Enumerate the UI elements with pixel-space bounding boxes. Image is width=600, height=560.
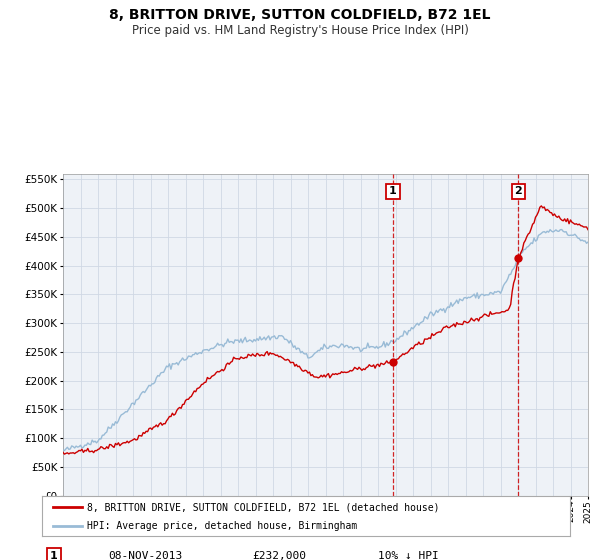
Text: £232,000: £232,000 xyxy=(252,551,306,560)
Text: 8, BRITTON DRIVE, SUTTON COLDFIELD, B72 1EL: 8, BRITTON DRIVE, SUTTON COLDFIELD, B72 … xyxy=(109,8,491,22)
Text: 8, BRITTON DRIVE, SUTTON COLDFIELD, B72 1EL (detached house): 8, BRITTON DRIVE, SUTTON COLDFIELD, B72 … xyxy=(87,502,439,512)
Text: 1: 1 xyxy=(389,186,397,197)
Text: 08-NOV-2013: 08-NOV-2013 xyxy=(108,551,182,560)
Text: HPI: Average price, detached house, Birmingham: HPI: Average price, detached house, Birm… xyxy=(87,521,357,531)
Text: Price paid vs. HM Land Registry's House Price Index (HPI): Price paid vs. HM Land Registry's House … xyxy=(131,24,469,36)
Text: 1: 1 xyxy=(50,551,58,560)
Text: 10% ↓ HPI: 10% ↓ HPI xyxy=(378,551,439,560)
Text: 2: 2 xyxy=(514,186,522,197)
